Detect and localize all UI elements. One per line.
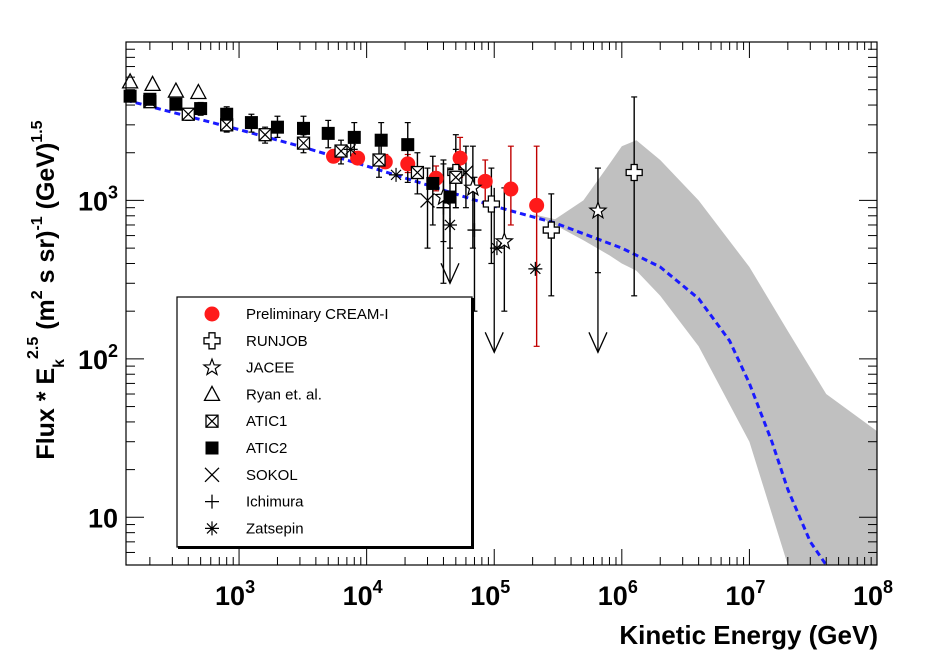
preliminary-cream-i-point: [452, 150, 468, 166]
legend-label-preliminary-cream-i: Preliminary CREAM-I: [246, 306, 389, 323]
legend-label-atic1: ATIC1: [246, 413, 287, 430]
atic1-point: [258, 128, 272, 142]
marker-layer: [121, 72, 643, 276]
legend-marker-atic1: [205, 414, 219, 428]
legend-marker-ichimura: [205, 494, 219, 509]
x-tick-label: 105: [470, 577, 510, 611]
x-tick-label: 104: [343, 577, 383, 611]
legend-label-ichimura: Ichimura: [246, 494, 304, 511]
zatsepin-point: [389, 167, 404, 182]
atic1-point: [181, 107, 195, 121]
atic2-point: [169, 97, 183, 111]
y-tick-label: 10: [88, 503, 118, 533]
atic2-point: [123, 89, 137, 103]
atic2-point: [374, 133, 388, 147]
legend-label-jacee: JACEE: [246, 360, 294, 377]
zatsepin-point: [343, 142, 358, 157]
x-tick-label: 106: [598, 577, 638, 611]
ryan-et-al-point: [167, 81, 185, 98]
atic1-point: [449, 170, 463, 184]
axes-layer: 103 104 105 106 107 108 10 102 103: [78, 41, 893, 611]
jacee-point: [463, 177, 483, 197]
ryan-et-al-point: [143, 75, 162, 92]
atic1-point: [372, 153, 386, 167]
legend-marker-zatsepin: [205, 521, 219, 536]
atic2-point: [244, 116, 258, 130]
jacee-point: [588, 200, 608, 220]
legend-label-ryan-et-al: Ryan et. al.: [246, 386, 322, 403]
ichimura-point: [467, 223, 482, 238]
sokol-point: [458, 165, 474, 180]
legend: Preliminary CREAM-I RUNJOB JACEE Ryan et. a…: [176, 296, 474, 549]
legend-marker-preliminary-cream-i: [204, 306, 220, 322]
atic2-point: [220, 107, 234, 121]
atic1-point: [296, 136, 311, 150]
atic2-point: [443, 190, 457, 204]
zatsepin-point: [528, 261, 543, 276]
preliminary-cream-i-point: [350, 150, 366, 166]
legend-marker-atic2: [205, 441, 219, 455]
jacee-point: [494, 231, 515, 250]
runjob-point: [625, 163, 643, 182]
atic2-point: [194, 102, 208, 116]
plot-frame: [125, 41, 878, 566]
atic2-point: [401, 138, 415, 152]
legend-label-runjob: RUNJOB: [246, 333, 308, 350]
y-axis-title: Flux * Ek2.5 (m2 s sr)-1 (GeV)1.5: [25, 120, 68, 459]
atic1-point: [410, 165, 425, 180]
runjob-point: [482, 195, 501, 213]
y-tick-label: 102: [78, 341, 118, 375]
upper-limit-arrow: [440, 200, 460, 285]
preliminary-cream-i-point: [529, 197, 545, 213]
x-tick-label: 103: [215, 577, 255, 611]
legend-label-zatsepin: Zatsepin: [246, 520, 304, 537]
ryan-et-al-point: [189, 83, 207, 100]
legend-marker-jacee: [202, 357, 222, 376]
x-tick-label: 108: [853, 577, 893, 611]
uncertainty-band-layer: [126, 100, 877, 565]
x-tick-label: 107: [725, 577, 765, 611]
legend-marker-runjob: [203, 332, 221, 350]
ichimura-point: [436, 200, 451, 215]
x-axis-title: Kinetic Energy (GeV): [619, 620, 878, 650]
y-tick-label: 103: [78, 182, 118, 216]
legend-marker-ryan-et-al: [203, 385, 221, 402]
zatsepin-point: [442, 217, 457, 232]
atic2-point: [321, 126, 335, 140]
zatsepin-point: [489, 241, 504, 256]
upper-limit-arrow: [588, 207, 608, 354]
legend-marker-sokol: [204, 467, 220, 483]
sokol-point: [420, 192, 435, 208]
atic2-point: [426, 176, 440, 190]
atic2-point: [347, 130, 361, 144]
runjob-point: [542, 221, 560, 239]
atic2-point: [297, 121, 311, 135]
atic2-point: [143, 92, 157, 106]
legend-label-sokol: SOKOL: [246, 467, 298, 484]
legend-label-atic2: ATIC2: [246, 440, 287, 457]
atic1-point: [334, 144, 348, 158]
uncertainty-band: [126, 100, 877, 565]
atic2-point: [270, 120, 284, 134]
upper-limit-arrow: [484, 187, 504, 354]
preliminary-cream-i-point: [503, 181, 519, 197]
legend-box: [176, 296, 473, 548]
